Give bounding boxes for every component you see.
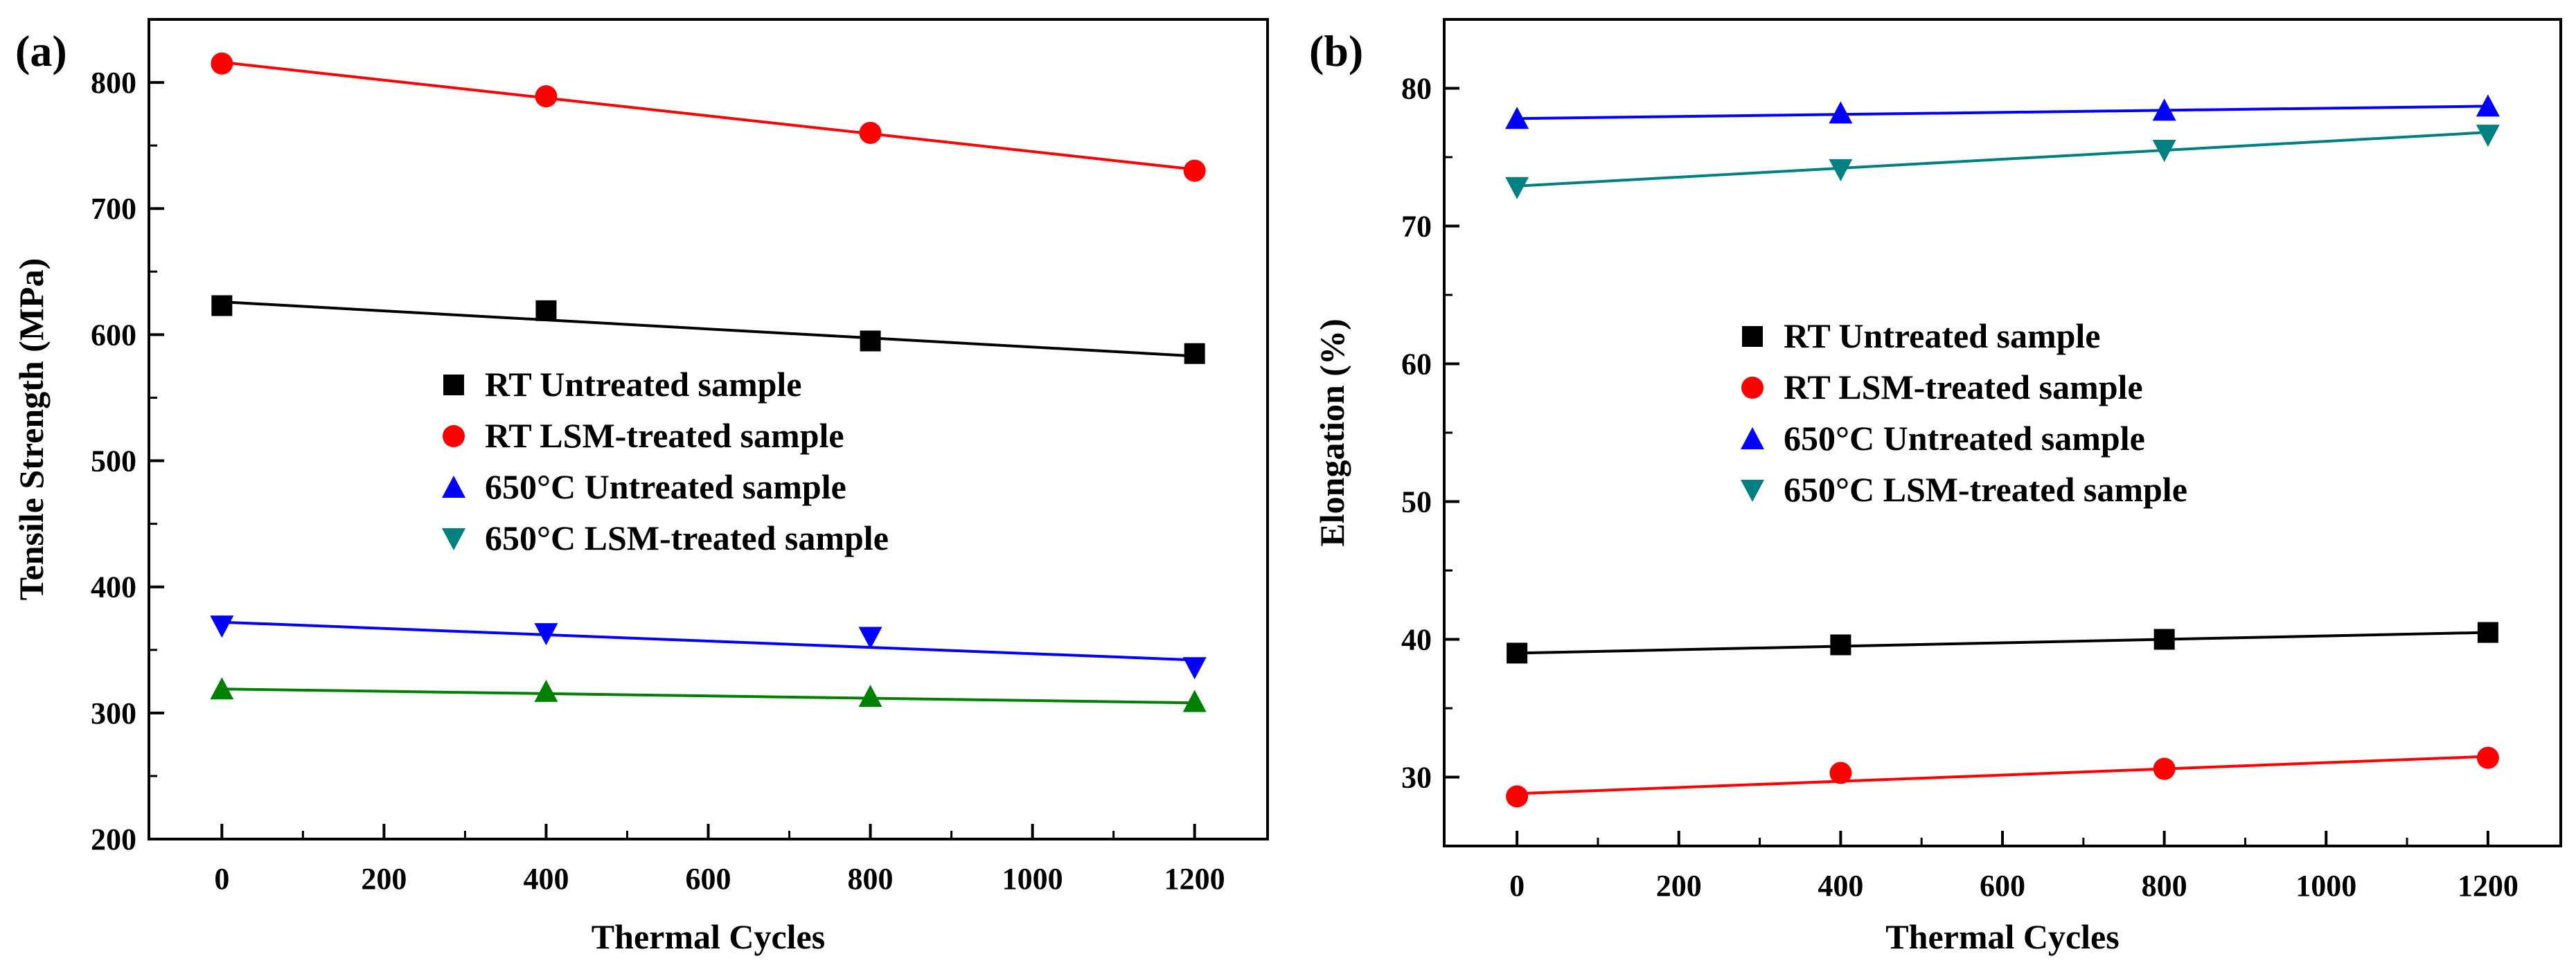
data-point xyxy=(1829,159,1853,181)
data-point xyxy=(210,677,234,700)
x-tick-label: 0 xyxy=(1509,869,1525,903)
data-point xyxy=(1830,634,1851,656)
data-point xyxy=(860,330,881,352)
y-tick-label: 80 xyxy=(1401,72,1432,106)
legend-marker xyxy=(442,528,465,550)
fit-line xyxy=(222,687,1195,705)
data-point xyxy=(534,679,558,702)
data-point xyxy=(535,300,557,321)
data-point xyxy=(1182,657,1207,680)
legend-marker xyxy=(1742,326,1763,347)
x-tick-label: 200 xyxy=(1656,869,1702,903)
fit-line xyxy=(1517,631,2488,655)
data-point xyxy=(1829,762,1852,784)
data-point xyxy=(859,121,882,144)
data-point xyxy=(1184,343,1205,364)
data-point xyxy=(2477,622,2498,643)
x-tick-label: 0 xyxy=(214,862,229,896)
data-point xyxy=(2152,140,2176,163)
panel-label: (b) xyxy=(1309,26,1363,75)
data-point xyxy=(2152,98,2176,121)
y-tick-label: 400 xyxy=(91,570,136,604)
data-point xyxy=(1183,159,1206,182)
y-tick-label: 700 xyxy=(91,192,136,226)
y-tick-label: 300 xyxy=(91,696,136,730)
fit-line xyxy=(222,620,1195,662)
fit-line xyxy=(222,60,1195,171)
fit-line xyxy=(1517,755,2488,795)
data-point xyxy=(858,627,882,649)
x-tick-label: 600 xyxy=(1980,869,2025,903)
y-tick-label: 40 xyxy=(1401,623,1432,657)
x-tick-label: 1000 xyxy=(1002,862,1063,896)
y-tick-label: 500 xyxy=(91,444,136,478)
data-point xyxy=(2476,746,2499,769)
data-point xyxy=(2476,94,2500,117)
x-tick-label: 1000 xyxy=(2295,869,2356,903)
x-axis-title: Thermal Cycles xyxy=(592,917,825,956)
data-point xyxy=(1505,177,1529,199)
x-tick-label: 200 xyxy=(361,862,407,896)
legend-label: RT LSM-treated sample xyxy=(1784,368,2143,406)
legend-label: 650°C LSM-treated sample xyxy=(1784,470,2187,509)
legend-marker xyxy=(442,476,465,498)
data-point xyxy=(1829,101,1853,124)
legend-marker xyxy=(443,425,465,447)
y-tick-label: 60 xyxy=(1401,348,1432,381)
data-point xyxy=(534,623,558,646)
y-axis-title: Elongation (%) xyxy=(1313,318,1351,546)
data-point xyxy=(1507,642,1528,664)
panel-label: (a) xyxy=(15,26,67,75)
fit-line xyxy=(222,300,1195,358)
legend-marker xyxy=(1741,427,1764,449)
legend-marker xyxy=(1741,377,1764,399)
x-tick-label: 800 xyxy=(848,862,894,896)
fit-line xyxy=(1517,131,2488,188)
legend-label: RT LSM-treated sample xyxy=(485,416,844,455)
x-tick-label: 800 xyxy=(2142,869,2187,903)
data-point xyxy=(2476,125,2500,147)
legend-label: 650°C Untreated sample xyxy=(1784,419,2145,458)
x-axis-title: Thermal Cycles xyxy=(1885,917,2119,956)
legend-label: RT Untreated sample xyxy=(1784,316,2101,355)
chart-panel-b: 0 200 400 600 800 1000 1200 30 40 50 60 70 80 Thermal… xyxy=(1309,18,2562,956)
fit-line xyxy=(1517,105,2488,120)
data-point xyxy=(1506,785,1529,808)
data-point xyxy=(1505,107,1529,129)
x-tick-label: 600 xyxy=(686,862,731,896)
y-tick-label: 800 xyxy=(91,66,136,100)
chart-panel-a: 0 200 400 600 800 1000 1200 200 300 400 500 600 700 8… xyxy=(12,18,1269,956)
x-tick-label: 1200 xyxy=(2458,869,2519,903)
data-point xyxy=(211,295,233,316)
x-tick-label: 400 xyxy=(1818,869,1863,903)
y-tick-label: 200 xyxy=(91,822,136,856)
y-tick-label: 30 xyxy=(1401,761,1432,795)
legend-label: RT Untreated sample xyxy=(485,365,802,404)
legend-label: 650°C LSM-treated sample xyxy=(485,519,889,557)
legend-marker xyxy=(1741,480,1764,502)
data-point xyxy=(2153,757,2176,780)
y-tick-label: 70 xyxy=(1401,210,1432,244)
y-tick-label: 600 xyxy=(91,318,136,352)
legend-label: 650°C Untreated sample xyxy=(485,467,846,506)
data-point xyxy=(2153,629,2175,650)
x-tick-label: 1200 xyxy=(1164,862,1225,896)
data-point xyxy=(211,52,233,75)
y-axis-title: Tensile Strength (MPa) xyxy=(12,258,51,600)
data-point xyxy=(535,85,558,108)
data-point xyxy=(210,615,234,638)
data-point xyxy=(1182,690,1207,712)
legend-marker xyxy=(443,375,464,395)
y-tick-label: 50 xyxy=(1401,485,1432,519)
x-tick-label: 400 xyxy=(523,862,569,896)
data-point xyxy=(858,685,882,708)
